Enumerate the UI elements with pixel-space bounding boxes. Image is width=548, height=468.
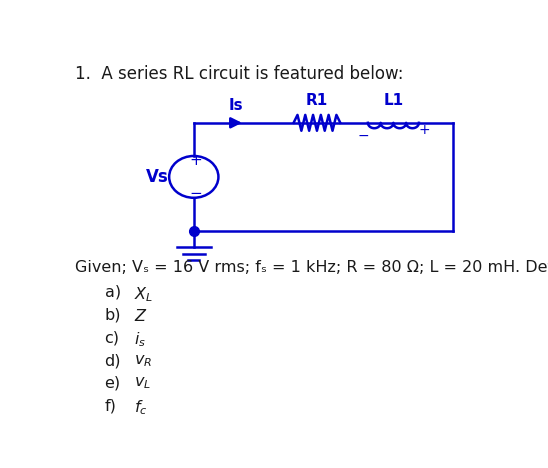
Text: −: −: [190, 186, 202, 201]
Text: b): b): [105, 307, 121, 323]
Text: +: +: [190, 153, 202, 168]
Text: $f_c$: $f_c$: [134, 399, 148, 417]
Text: $v_R$: $v_R$: [134, 353, 152, 369]
Text: 1.  A series RL circuit is featured below:: 1. A series RL circuit is featured below…: [75, 65, 403, 83]
Text: R1: R1: [306, 94, 328, 109]
Text: +: +: [418, 123, 430, 137]
Text: L1: L1: [384, 94, 403, 109]
Text: $Z$: $Z$: [134, 307, 148, 324]
Text: $i_s$: $i_s$: [134, 330, 146, 349]
Text: −: −: [358, 128, 369, 142]
Text: d): d): [105, 353, 121, 368]
Text: a): a): [105, 285, 121, 300]
Text: Given; Vₛ = 16 V rms; fₛ = 1 kHz; R = 80 Ω; L = 20 mH. Determine;: Given; Vₛ = 16 V rms; fₛ = 1 kHz; R = 80…: [75, 260, 548, 275]
Text: e): e): [105, 376, 121, 391]
Text: Is: Is: [229, 98, 243, 113]
Text: c): c): [105, 330, 119, 345]
Text: $v_L$: $v_L$: [134, 376, 151, 392]
Text: $X_L$: $X_L$: [134, 285, 153, 304]
Text: Vs: Vs: [146, 168, 169, 186]
Text: f): f): [105, 399, 117, 414]
